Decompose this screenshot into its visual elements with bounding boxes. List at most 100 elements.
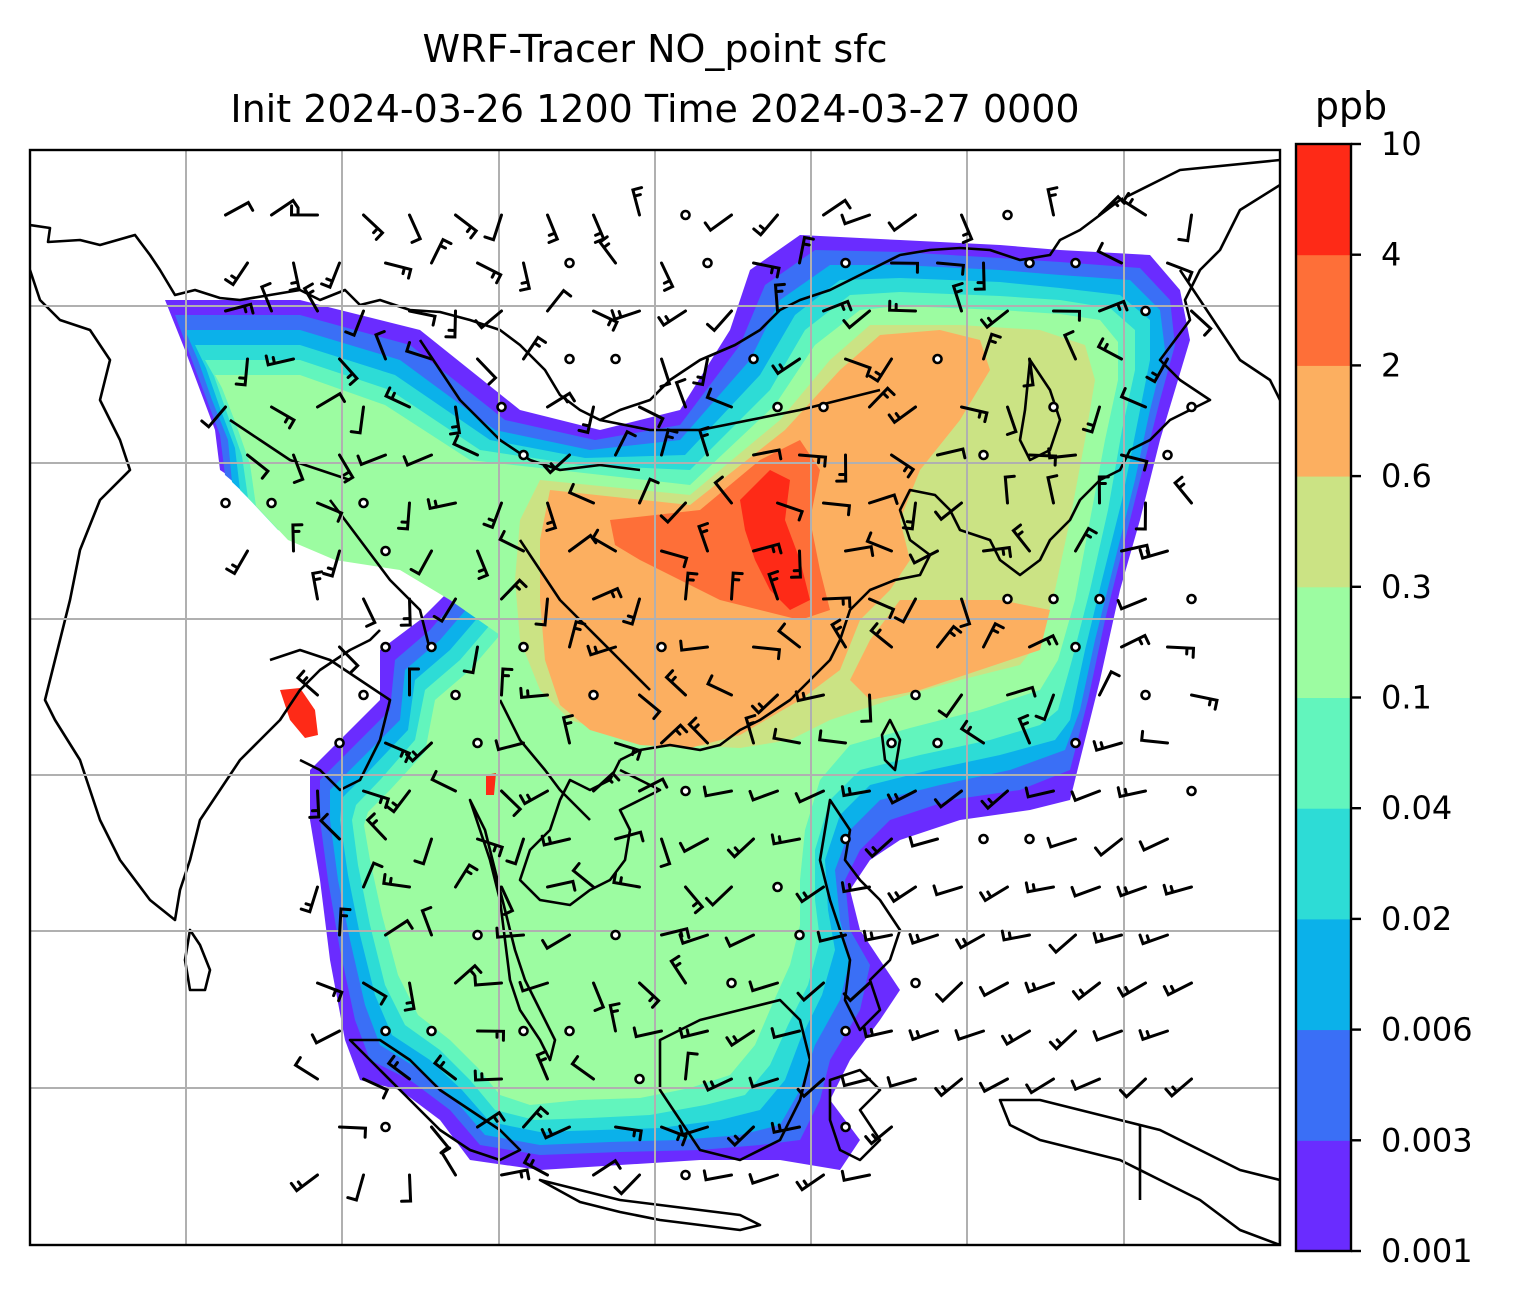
border-central (229, 418, 351, 482)
wind-barb (638, 693, 662, 720)
wind-barb (482, 501, 503, 530)
wind-barb (1000, 929, 1031, 942)
calm-wind-marker (1186, 401, 1197, 413)
wind-barb (868, 386, 896, 409)
wind-barb (614, 741, 643, 761)
coast-borneo (658, 998, 812, 1162)
wind-barb (224, 200, 255, 217)
wind-barb (796, 981, 825, 1003)
map-frame (28, 148, 1282, 1247)
wind-barb (402, 453, 433, 467)
colorbar-block (1296, 808, 1351, 920)
wind-barb (982, 332, 1002, 361)
wind-barb (659, 501, 687, 525)
calm-wind-marker (358, 497, 369, 509)
coast-north-asia (30, 158, 1280, 422)
calm-wind-marker (886, 737, 897, 749)
colorbar-block (1296, 254, 1351, 366)
wind-barb (770, 833, 801, 846)
wind-barb (1116, 597, 1147, 611)
wind-barb (1047, 447, 1077, 460)
wind-barb (592, 981, 606, 1012)
wind-barb (522, 335, 547, 361)
wind-barb (752, 448, 783, 461)
calm-wind-marker (680, 209, 691, 221)
calm-wind-marker (840, 1121, 851, 1133)
coast-bay-of-bengal (269, 648, 392, 792)
wind-barb (432, 1054, 457, 1081)
field-level-4 (740, 470, 810, 610)
wind-barb (397, 501, 411, 531)
calm-wind-marker (702, 257, 713, 269)
map-title-line-2: Init 2024-03-26 1200 Time 2024-03-27 000… (230, 87, 1080, 131)
coast-sumatra (348, 1038, 522, 1162)
wind-barb (586, 644, 617, 657)
wind-barb (426, 498, 457, 511)
wind-barb (476, 549, 490, 580)
wind-barb (936, 624, 963, 649)
wind-barb (730, 571, 744, 601)
wind-barb (638, 405, 665, 429)
wind-barb (840, 785, 871, 798)
wind-barb (835, 453, 848, 483)
wind-barb (886, 1076, 917, 1089)
border-seasia (498, 699, 591, 821)
wind-barb (449, 405, 462, 436)
wind-barb (571, 862, 595, 889)
wind-barb (519, 261, 532, 292)
wind-barb (473, 1069, 503, 1082)
wind-barb (452, 434, 479, 457)
coast-japan (1178, 269, 1280, 401)
calm-wind-marker (1186, 593, 1197, 605)
wind-barb (535, 1050, 549, 1081)
wind-barb (748, 1173, 779, 1185)
wind-barb (289, 1173, 319, 1193)
wind-barb (960, 405, 989, 424)
wind-barb (1052, 309, 1082, 322)
map-title-line-1: WRF-Tracer NO_point sfc (422, 27, 888, 71)
wind-barb (1164, 1077, 1193, 1099)
wind-barb (840, 1075, 871, 1088)
colorbar-tick-label: 0.04 (1381, 789, 1452, 827)
wind-barb (365, 812, 387, 841)
wind-barb (934, 501, 963, 522)
border-india (328, 499, 432, 651)
wind-barb (1028, 633, 1059, 649)
wind-barb (561, 714, 574, 745)
wind-barb (840, 213, 871, 226)
calm-wind-marker (1048, 593, 1059, 605)
coast-sulawesi (828, 1068, 882, 1162)
wind-barb (822, 299, 853, 313)
calm-wind-marker (564, 353, 575, 365)
wind-barb (567, 482, 595, 505)
wind-barb (1094, 837, 1123, 858)
wind-barb (705, 674, 733, 697)
wind-barb (291, 523, 304, 553)
wind-barb (1118, 1077, 1147, 1099)
calm-wind-marker (978, 449, 989, 461)
wind-barb (973, 261, 986, 291)
wind-barb (1162, 883, 1193, 896)
coast-malay (468, 798, 557, 1062)
wind-barb (432, 597, 457, 624)
wind-barb (790, 549, 802, 579)
wind-barb (1172, 475, 1193, 505)
wind-barb (772, 727, 801, 745)
wind-barb (399, 597, 412, 627)
wind-barb (1166, 645, 1196, 659)
wind-barb (476, 261, 503, 285)
calm-wind-marker (932, 737, 943, 749)
wind-barb (302, 282, 319, 313)
wind-barb (270, 198, 300, 217)
wind-barb (776, 501, 805, 522)
wind-barb (840, 1169, 871, 1182)
wind-barb (614, 1125, 643, 1142)
wind-barb (842, 981, 871, 1003)
calm-wind-marker (680, 785, 691, 797)
coast-taiwan (880, 718, 902, 772)
wind-barb (844, 544, 875, 557)
wind-barb (500, 789, 523, 817)
wind-barb (400, 1173, 413, 1203)
wind-barb (1025, 1077, 1055, 1095)
wind-barb (408, 667, 420, 697)
